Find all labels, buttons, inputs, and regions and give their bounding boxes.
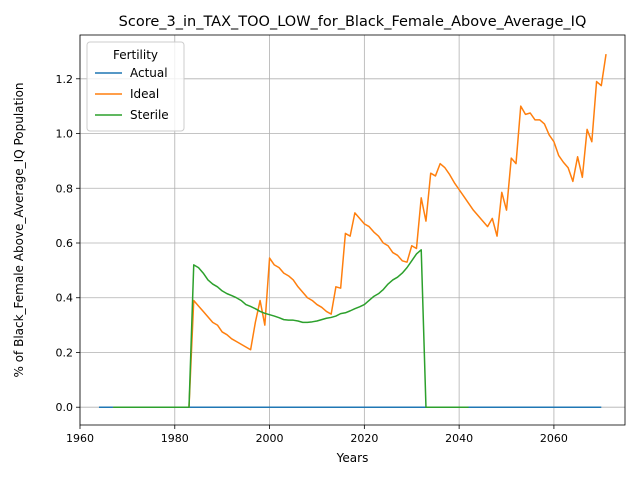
x-tick-label: 2000 — [256, 432, 284, 445]
y-tick-label: 1.0 — [56, 128, 74, 141]
series-line-sterile — [113, 249, 469, 408]
x-axis-label: Years — [336, 451, 369, 465]
chart-title: Score_3_in_TAX_TOO_LOW_for_Black_Female_… — [119, 14, 587, 30]
grid — [79, 35, 625, 425]
y-tick-label: 0.6 — [56, 237, 74, 250]
legend-label-actual: Actual — [130, 66, 168, 80]
legend: Fertility Actual Ideal Sterile — [86, 41, 185, 132]
y-tick-label: 0.2 — [56, 346, 74, 359]
legend-box — [86, 41, 185, 132]
y-tick-label: 0.0 — [56, 401, 74, 414]
y-tick-label: 0.4 — [56, 292, 74, 305]
x-tick-label: 2060 — [540, 432, 568, 445]
x-tick-label: 1960 — [66, 432, 94, 445]
x-tick-label: 2040 — [445, 432, 473, 445]
legend-title: Fertility — [113, 48, 158, 62]
x-tick-label: 1980 — [161, 432, 189, 445]
series-layer — [98, 54, 607, 408]
legend-items: Actual Ideal Sterile — [95, 66, 169, 122]
legend-label-sterile: Sterile — [130, 108, 169, 122]
axes-frame — [79, 34, 626, 426]
y-axis-label: % of Black_Female Above_Average_IQ Popul… — [12, 82, 26, 377]
ticks: 1960 1980 2000 2020 2040 2060 0.0 0.2 0.4 0.6 0.8 1… — [56, 73, 568, 445]
series-line-ideal — [113, 54, 607, 408]
x-tick-label: 2020 — [350, 432, 378, 445]
legend-label-ideal: Ideal — [130, 87, 159, 101]
y-tick-label: 0.8 — [56, 182, 74, 195]
y-tick-label: 1.2 — [56, 73, 74, 86]
